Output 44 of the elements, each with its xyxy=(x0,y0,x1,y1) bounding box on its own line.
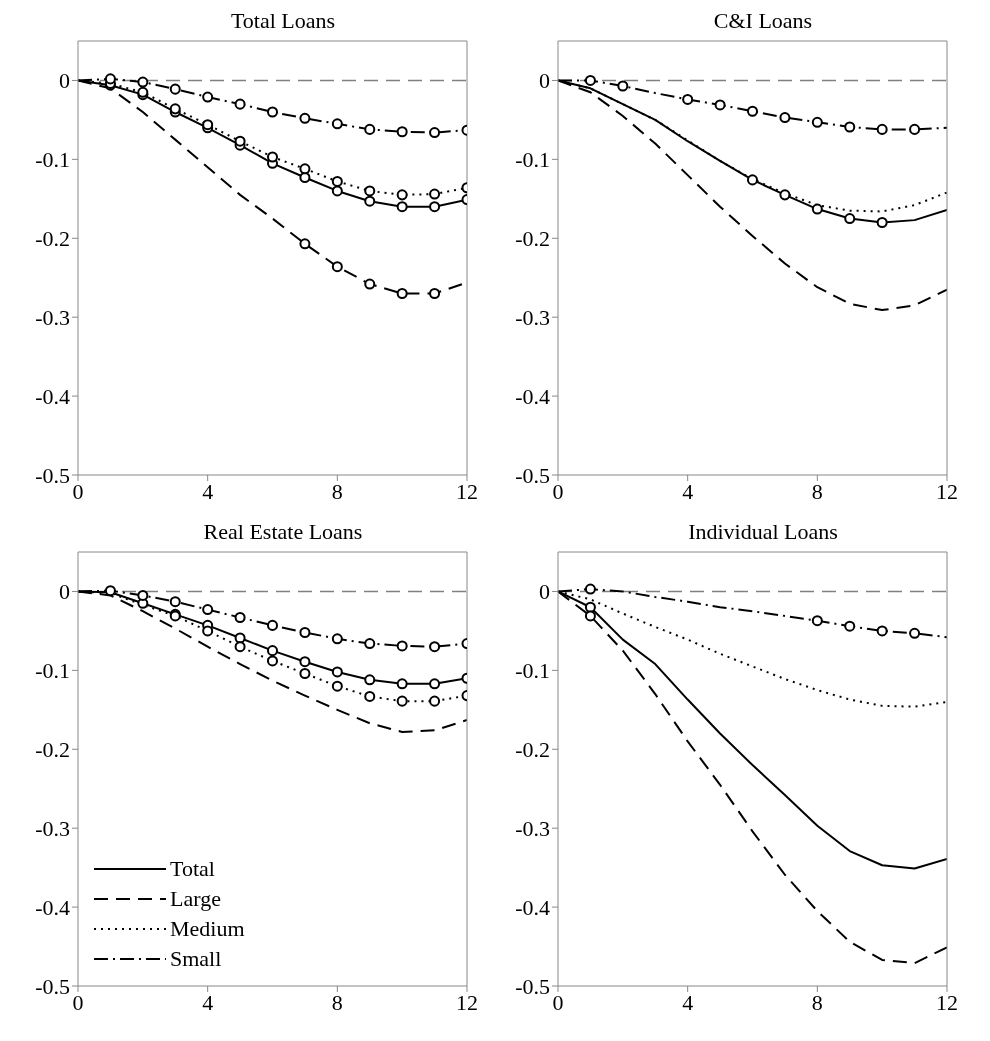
y-tick-label: -0.1 xyxy=(35,658,70,684)
y-tick-label: -0.5 xyxy=(515,462,550,488)
y-tick-label: -0.1 xyxy=(515,658,550,684)
legend-label: Medium xyxy=(170,916,245,942)
legend-label: Total xyxy=(170,856,215,882)
x-tick-label: 8 xyxy=(811,989,823,1015)
y-tick-label: -0.3 xyxy=(515,815,550,841)
y-tick-label: -0.4 xyxy=(35,383,70,409)
y-tick-label: -0.2 xyxy=(515,226,550,252)
chart-title: Real Estate Loans xyxy=(202,519,364,545)
y-tick-label: -0.3 xyxy=(515,304,550,330)
x-tick-label: 4 xyxy=(682,989,694,1015)
y-tick-label: -0.3 xyxy=(35,815,70,841)
y-tick-label: -0.1 xyxy=(35,147,70,173)
x-tick-label: 12 xyxy=(936,478,958,504)
chart-title: Total Loans xyxy=(229,8,337,34)
x-tick-label: 8 xyxy=(331,478,343,504)
y-tick-label: -0.5 xyxy=(35,462,70,488)
x-tick-label: 12 xyxy=(936,989,958,1015)
x-tick-label: 12 xyxy=(456,989,478,1015)
y-tick-label: 0 xyxy=(59,579,70,605)
x-tick-label: 4 xyxy=(202,989,214,1015)
x-tick-label: 12 xyxy=(456,478,478,504)
y-tick-label: -0.2 xyxy=(35,737,70,763)
y-tick-label: 0 xyxy=(539,68,550,94)
legend-label: Small xyxy=(170,946,222,972)
y-tick-label: -0.5 xyxy=(35,973,70,999)
x-tick-label: 8 xyxy=(811,478,823,504)
x-tick-label: 4 xyxy=(202,478,214,504)
y-tick-label: 0 xyxy=(59,68,70,94)
x-tick-label: 4 xyxy=(682,478,694,504)
y-tick-label: -0.2 xyxy=(35,226,70,252)
y-tick-label: -0.4 xyxy=(35,894,70,920)
y-tick-label: -0.4 xyxy=(515,894,550,920)
y-tick-label: -0.1 xyxy=(515,147,550,173)
y-tick-label: -0.2 xyxy=(515,737,550,763)
x-tick-label: 8 xyxy=(331,989,343,1015)
y-tick-label: -0.3 xyxy=(35,304,70,330)
y-tick-label: 0 xyxy=(539,579,550,605)
legend-label: Large xyxy=(170,886,221,912)
chart-title: Individual Loans xyxy=(687,519,839,545)
y-tick-label: -0.5 xyxy=(515,973,550,999)
y-tick-label: -0.4 xyxy=(515,383,550,409)
chart-title: C&I Loans xyxy=(712,8,814,34)
